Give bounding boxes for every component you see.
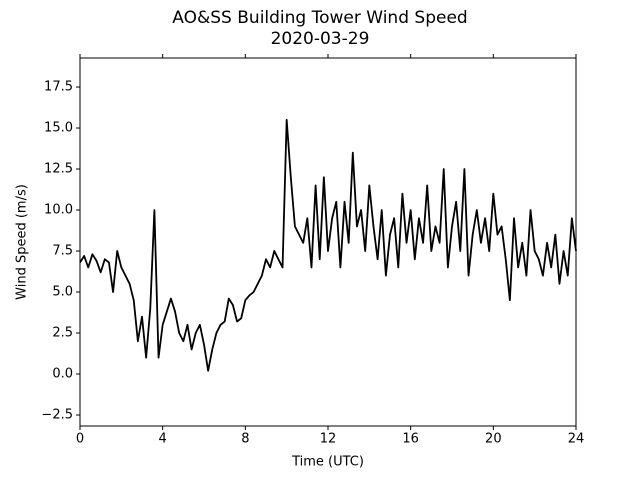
chart-title: AO&SS Building Tower Wind Speed [172, 8, 467, 28]
y-tick-label: 12.5 [44, 162, 73, 177]
y-tick-label: 10.0 [44, 203, 73, 218]
x-tick-label: 24 [568, 432, 585, 447]
y-tick-label: 15.0 [44, 121, 73, 136]
y-axis-label: Wind Speed (m/s) [15, 184, 30, 300]
x-tick-label: 16 [402, 432, 419, 447]
x-axis-label: Time (UTC) [291, 455, 364, 470]
y-tick-label: 0.0 [52, 367, 73, 382]
y-tick-label: 2.5 [52, 326, 73, 341]
x-tick-label: 4 [159, 432, 167, 447]
chart-subtitle: 2020-03-29 [271, 29, 370, 49]
data-line [79, 118, 577, 372]
x-tick-label: 8 [241, 432, 249, 447]
y-tick-label: −2.5 [41, 408, 73, 423]
y-tick-label: 17.5 [44, 80, 73, 95]
y-tick-label: 5.0 [52, 285, 73, 300]
x-tick-label: 12 [320, 432, 337, 447]
x-tick-label: 20 [485, 432, 502, 447]
y-tick-label: 7.5 [52, 244, 73, 259]
x-tick-label: 0 [76, 432, 84, 447]
